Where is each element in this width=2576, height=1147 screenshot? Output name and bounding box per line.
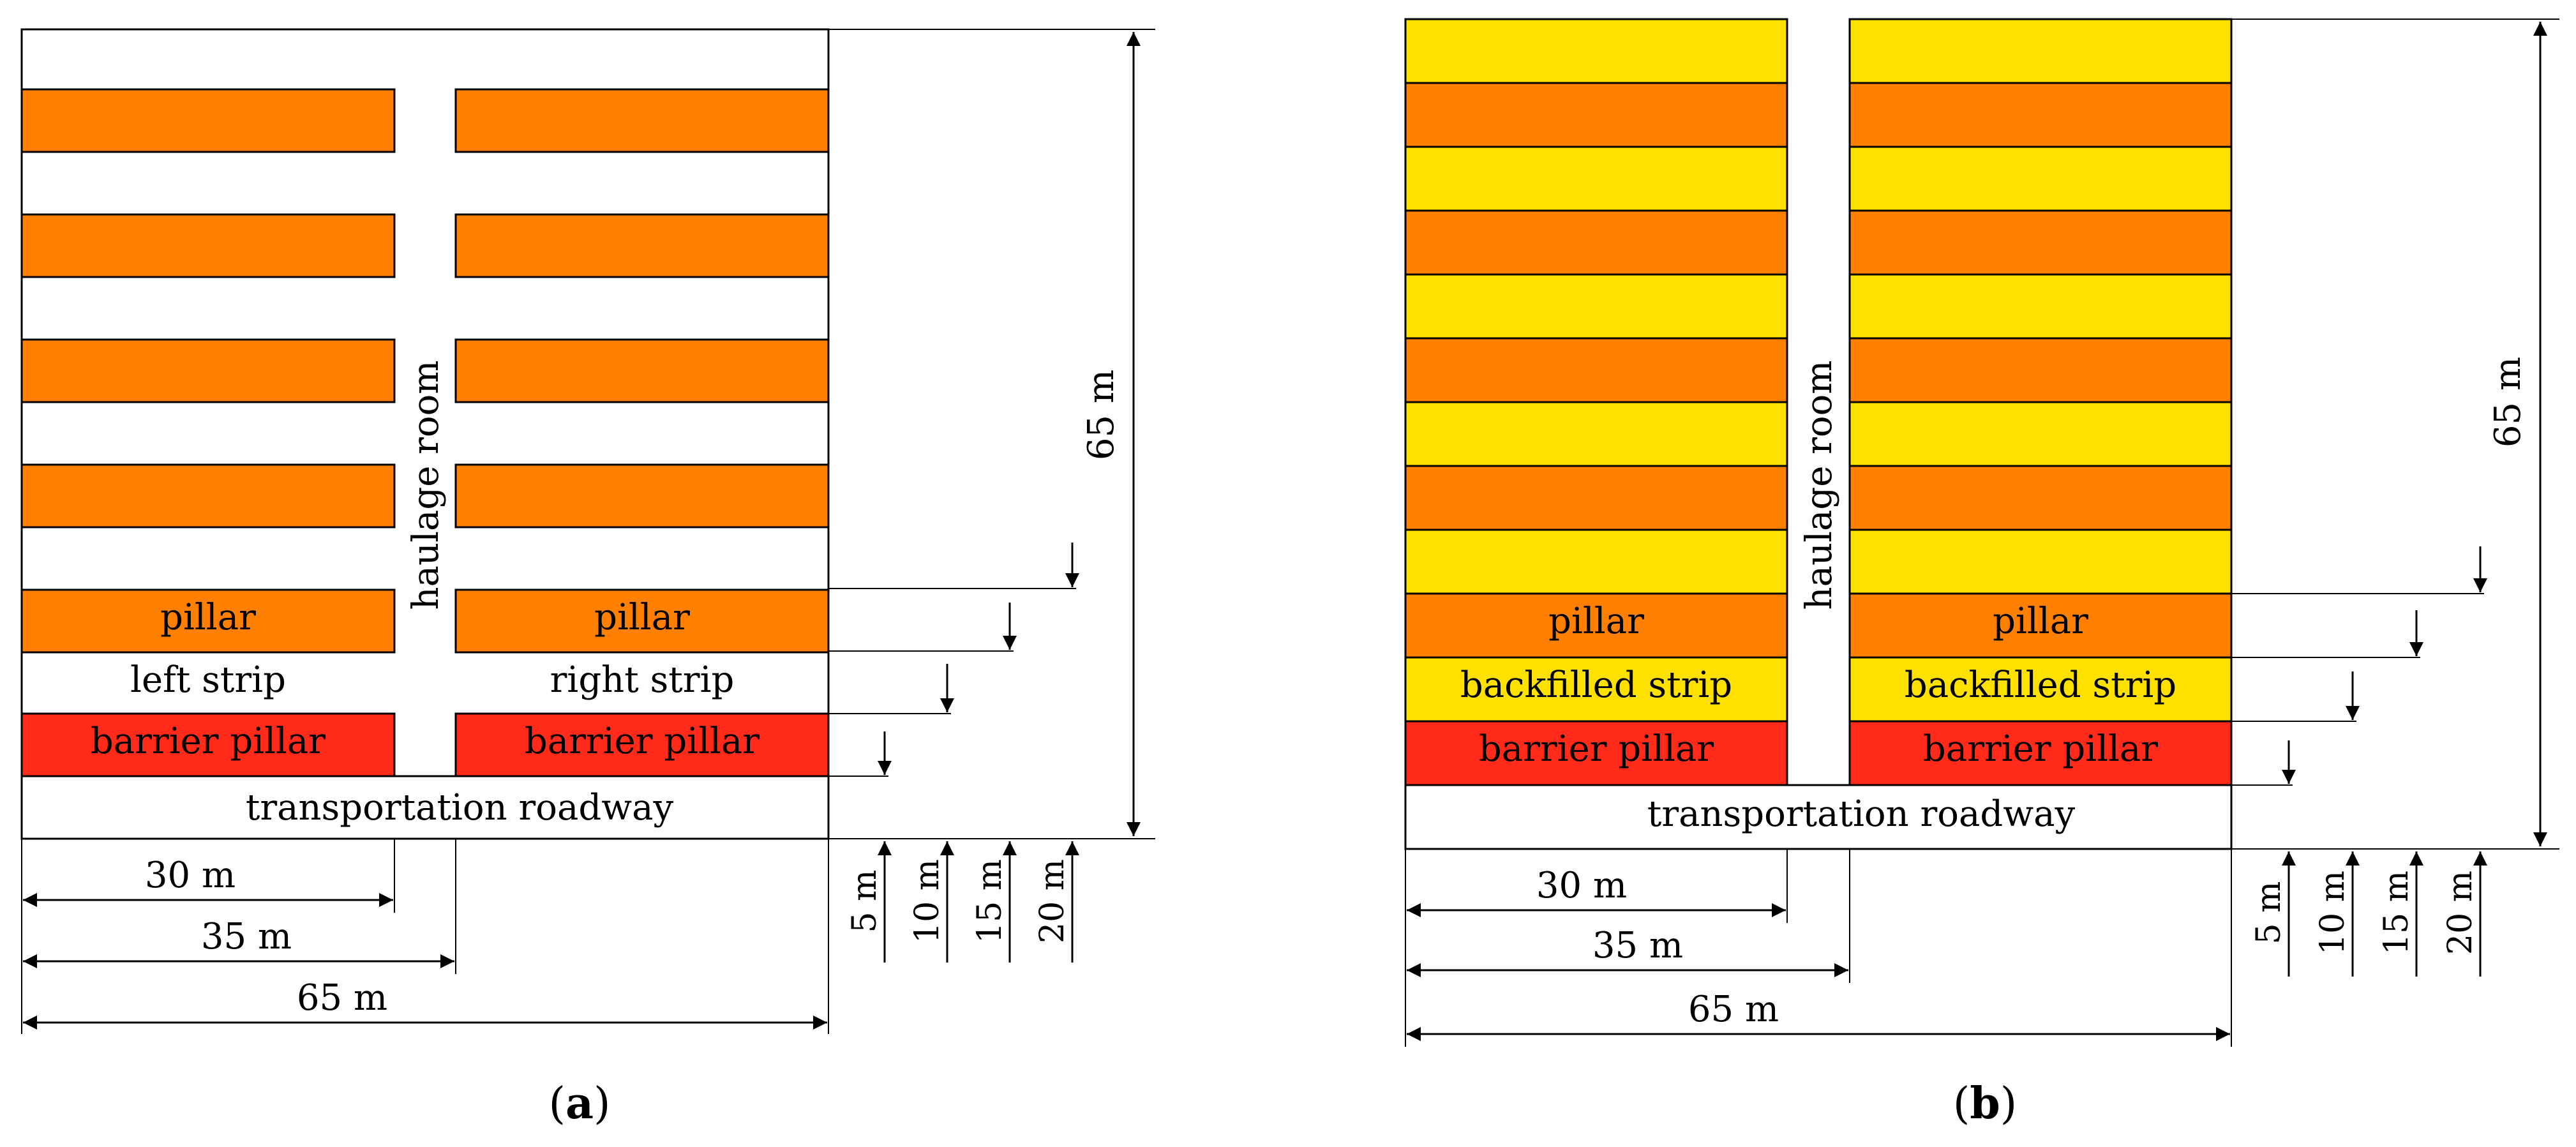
panel-b-backfill-left-3 — [1404, 273, 1788, 340]
panel-b-pillar-left-2 — [1404, 209, 1788, 276]
panel-b-label-5m: 5 m — [2250, 881, 2288, 945]
panel-b-backfill-left-4 — [1404, 401, 1788, 467]
panel-b-pillar-left-1 — [1404, 82, 1788, 148]
panel-a-barrier-label-left: barrier pillar — [91, 721, 326, 762]
panel-b-pillar-right-2 — [1848, 209, 2233, 276]
panel-b-backfill-left-2 — [1404, 146, 1788, 212]
panel-b-label-10m: 10 m — [2314, 871, 2352, 955]
panel-a-pillar-left-1 — [20, 88, 396, 153]
panel-a-pillar-label-right: pillar — [594, 597, 690, 638]
panel-b-roadway-label: transportation roadway — [1647, 793, 2076, 835]
panel-b-pillar-right-1 — [1848, 82, 2233, 148]
panel-a-pillar-right-4 — [454, 463, 830, 529]
panel-a-pillar-right-5 — [454, 588, 830, 654]
panel-b-backfill-label-left: backfilled strip — [1460, 664, 1732, 706]
panel-b-pillar-right-4 — [1848, 465, 2233, 531]
panel-b-label-15m: 15 m — [2378, 871, 2416, 955]
panel-b-haulage-label: haulage room — [1799, 361, 1840, 610]
panel-b-barrier-label-right: barrier pillar — [1923, 728, 2158, 770]
panel-b-label-30m: 30 m — [1536, 865, 1627, 906]
panel-b-pillar-label-left: pillar — [1548, 601, 1644, 642]
panel-b-backfill-right-3 — [1848, 273, 2233, 340]
panel-b-backfill-right-6 — [1848, 656, 2233, 723]
panel-a-pillar-right-2 — [454, 213, 830, 278]
panel-b-barrier-left — [1404, 720, 1788, 786]
panel-b: pillar pillar backfilled strip backfille… — [1404, 18, 2559, 1129]
panel-b-pillar-label-right: pillar — [1993, 601, 2088, 642]
panel-a-height-label: 65 m — [1081, 370, 1122, 460]
panel-b-backfill-right-5 — [1848, 529, 2233, 595]
panel-a-label-20m: 20 m — [1033, 859, 1072, 943]
panel-b-caption-letter: b — [1970, 1078, 2000, 1129]
panel-a-label-15m: 15 m — [971, 859, 1009, 943]
panel-a-pillar-left-4 — [20, 463, 396, 529]
panel-b-backfill-label-right: backfilled strip — [1905, 664, 2176, 706]
panel-b-barrier-label-left: barrier pillar — [1479, 728, 1714, 770]
panel-b-pillar-left-4 — [1404, 465, 1788, 531]
panel-b-pillar-right-3 — [1848, 337, 2233, 403]
panel-a-right-strip-label: right strip — [550, 659, 735, 701]
panel-a-label-10m: 10 m — [908, 859, 947, 943]
panel-b-pillar-left-3 — [1404, 337, 1788, 403]
panel-b-backfill-left-5 — [1404, 529, 1788, 595]
panel-b-pillar-right-5 — [1848, 592, 2233, 659]
panel-a-barrier-left — [20, 712, 396, 777]
panel-b-label-35m: 35 m — [1592, 925, 1683, 966]
panel-b-height-label: 65 m — [2487, 357, 2529, 447]
panel-b-backfill-right-2 — [1848, 146, 2233, 212]
panel-b-backfill-right-4 — [1848, 401, 2233, 467]
panel-a-caption: (a) — [548, 1078, 610, 1129]
panel-a-pillar-label-left: pillar — [160, 597, 256, 638]
panel-b-caption: (b) — [1953, 1078, 2018, 1129]
panel-a-caption-letter: a — [565, 1078, 594, 1129]
panel-a-barrier-label-right: barrier pillar — [525, 721, 760, 762]
panel-a-label-30m: 30 m — [145, 855, 236, 896]
panel-b-backfill-right-1 — [1848, 18, 2233, 84]
panel-a-pillar-right-3 — [454, 338, 830, 403]
panel-a-pillar-left-5 — [20, 588, 396, 654]
panel-a-barrier-right — [454, 712, 830, 777]
panel-a-pillar-left-2 — [20, 213, 396, 278]
panel-a-label-35m: 35 m — [201, 916, 292, 957]
panel-b-label-65m: 65 m — [1688, 989, 1779, 1030]
panel-a-pillar-right-1 — [454, 88, 830, 153]
panel-a-label-65m: 65 m — [297, 977, 387, 1019]
panel-a-outline — [20, 28, 830, 840]
panel-b-backfill-left-1 — [1404, 18, 1788, 84]
panel-b-barrier-right — [1848, 720, 2233, 786]
panel-a-pillar-left-3 — [20, 338, 396, 403]
panel-a: pillar pillar left strip right strip bar… — [20, 28, 1155, 1129]
panel-a-haulage-label: haulage room — [405, 361, 447, 610]
panel-a-roadway-label: transportation roadway — [246, 787, 674, 828]
panel-b-roadway — [1404, 784, 2233, 850]
panel-a-label-5m: 5 m — [846, 870, 884, 933]
panel-b-label-20m: 20 m — [2441, 871, 2480, 955]
panel-a-left-strip-label: left strip — [130, 659, 286, 701]
